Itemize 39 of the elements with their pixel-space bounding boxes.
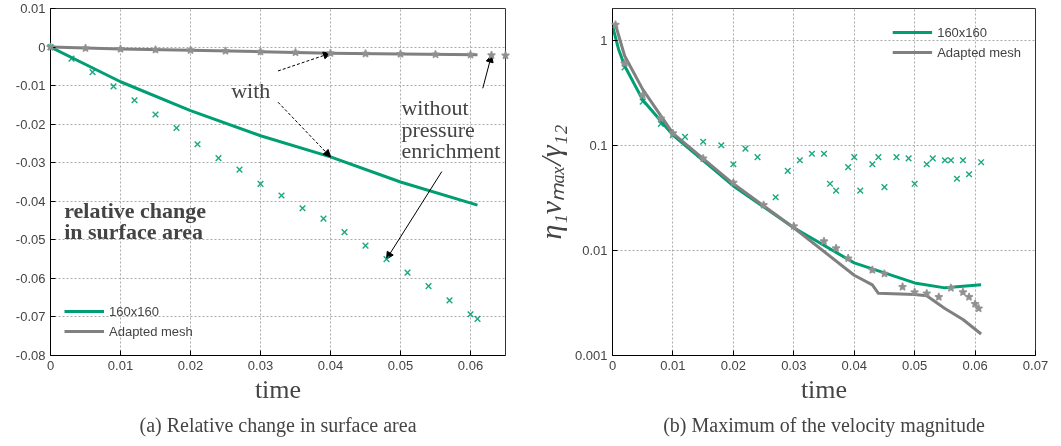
y-tick-label: -0.03 <box>15 155 46 171</box>
y-tick-label: 0.1 <box>589 137 608 153</box>
y-tick-label: 0 <box>38 39 46 55</box>
text: (b) Maximum of the velocity magnitude <box>663 413 985 437</box>
y-tick-label: -0.02 <box>15 116 46 132</box>
y-tick-label: 0.01 <box>582 242 608 258</box>
legend-label: 160x160 <box>109 303 159 319</box>
y-tick-label: -0.08 <box>15 348 46 363</box>
x-axis-title: time <box>254 374 302 404</box>
x-tick-label: 0.05 <box>901 357 928 373</box>
y-tick-label: 1 <box>600 32 608 48</box>
legend-label: 160x160 <box>937 24 988 40</box>
x-tick-label: 0.02 <box>720 357 747 373</box>
x-tick-label: 0.07 <box>1022 357 1049 373</box>
legend-label: Adapted mesh <box>937 44 1021 60</box>
x-axis-title: time <box>800 374 848 404</box>
y-tick-label: -0.05 <box>15 232 46 248</box>
x-tick-label: 0.05 <box>387 357 414 373</box>
annotation: with <box>231 77 271 103</box>
legend-label: Adapted mesh <box>109 323 193 339</box>
annotation: relative change in surface area <box>64 197 207 244</box>
x-tick-label: 0.01 <box>107 357 134 373</box>
annotation: without pressure enrichment <box>401 95 501 163</box>
x-tick-label: 0.06 <box>457 357 484 373</box>
x-tick-label: 0.03 <box>247 357 274 373</box>
x-tick-label: 0.04 <box>841 357 867 373</box>
y-axis-title: η₁vₘₐₓ/γ₁₂ <box>533 124 567 240</box>
x-tick-label: 0.01 <box>660 357 686 373</box>
y-tick-label: 0.01 <box>20 1 46 16</box>
x-tick-label: 0.02 <box>177 357 204 373</box>
x-tick-label: 0.06 <box>962 357 988 373</box>
y-tick-label: -0.06 <box>15 270 46 286</box>
y-tick-label: -0.07 <box>15 309 46 325</box>
x-tick-label: 0.04 <box>317 357 344 373</box>
text: (a) Relative change in surface area <box>139 413 417 437</box>
y-tick-label: -0.01 <box>15 78 46 94</box>
y-tick-label: 0.001 <box>574 348 608 363</box>
x-tick-label: 0.03 <box>781 357 807 373</box>
y-tick-label: -0.04 <box>15 193 46 209</box>
